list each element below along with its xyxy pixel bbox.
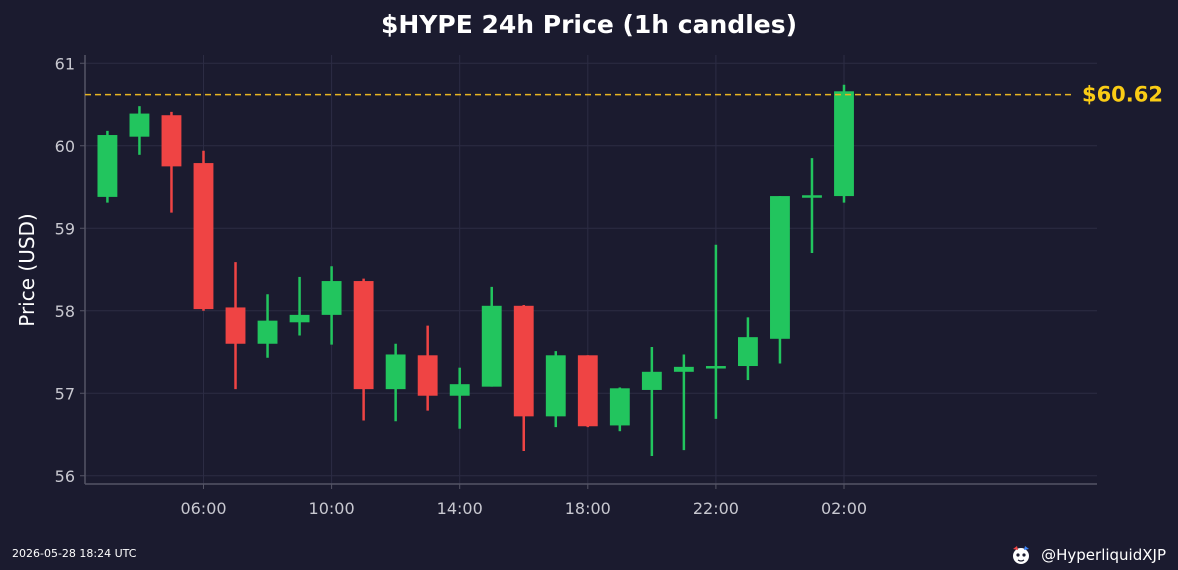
candle-down: [193, 150, 214, 311]
candle-body: [545, 355, 566, 417]
y-tick-label: 58: [55, 302, 75, 321]
current-price-label: $60.62: [1082, 83, 1163, 107]
reference-line-group: $60.62: [85, 83, 1163, 107]
candle-down: [577, 355, 598, 428]
candle-body: [193, 163, 214, 310]
candle-body: [705, 366, 726, 369]
candle-up: [770, 196, 790, 364]
candle-body: [481, 305, 502, 387]
x-tick-label: 18:00: [565, 499, 611, 518]
x-tick-label: 06:00: [180, 499, 226, 518]
candle-up: [609, 387, 630, 432]
candle-body: [353, 281, 374, 390]
y-axis-label: Price (USD): [15, 213, 39, 327]
timestamp: 2026-05-28 18:24 UTC: [12, 547, 137, 560]
candle-body: [513, 305, 534, 417]
candle-body: [257, 320, 278, 344]
candle-up: [97, 130, 118, 203]
candle-up: [641, 347, 662, 456]
chart-title: $HYPE 24h Price (1h candles): [380, 10, 798, 39]
candle-body: [577, 355, 598, 427]
candle-body: [673, 366, 694, 372]
candle-body: [802, 195, 822, 198]
candle-body: [641, 371, 662, 390]
candle-down: [225, 262, 246, 390]
mascot-logo-icon: [1013, 546, 1030, 564]
candle-down: [161, 111, 182, 213]
candle-body: [321, 281, 342, 315]
candle-up: [257, 294, 278, 358]
y-tick-label: 56: [55, 467, 75, 486]
candle-up: [545, 351, 566, 428]
footer-brand: @HyperliquidXJP: [1009, 543, 1166, 567]
candle-body: [770, 196, 790, 339]
candle-body: [161, 115, 182, 167]
x-tick-label: 14:00: [437, 499, 483, 518]
axes: 56 57 58 59 60 61 06:00 10:00 14:00 18:00 22:00 02:…: [55, 54, 1097, 518]
candle-body: [834, 91, 854, 197]
y-tick-label: 60: [55, 137, 75, 156]
candle-body: [225, 307, 246, 344]
candle-body: [449, 384, 470, 396]
candle-up: [321, 266, 342, 345]
candle-up: [673, 354, 694, 451]
handle-text: @HyperliquidXJP: [1041, 546, 1166, 564]
candle-body: [385, 354, 406, 390]
candle-up: [802, 158, 822, 253]
candle-body: [417, 355, 438, 396]
candle-up: [385, 343, 406, 422]
candle-body: [609, 388, 630, 426]
x-tick-label: 10:00: [309, 499, 355, 518]
candle-body: [129, 113, 150, 137]
candle-up: [705, 244, 726, 419]
candle-up: [481, 286, 502, 387]
candle-down: [353, 278, 374, 421]
candle-up: [834, 84, 854, 203]
candle-down: [417, 325, 438, 411]
candle-body: [289, 314, 310, 323]
candles: [97, 84, 854, 456]
candle-up: [737, 317, 758, 381]
x-tick-label: 22:00: [693, 499, 739, 518]
candle-up: [129, 106, 150, 155]
y-tick-label: 59: [55, 219, 75, 238]
y-tick-label: 57: [55, 384, 75, 403]
y-tick-label: 61: [55, 54, 75, 73]
candle-up: [449, 367, 470, 429]
candle-body: [737, 337, 758, 367]
candle-body: [97, 135, 118, 197]
x-tick-label: 02:00: [821, 499, 867, 518]
candle-down: [513, 304, 534, 451]
candle-up: [289, 276, 310, 336]
